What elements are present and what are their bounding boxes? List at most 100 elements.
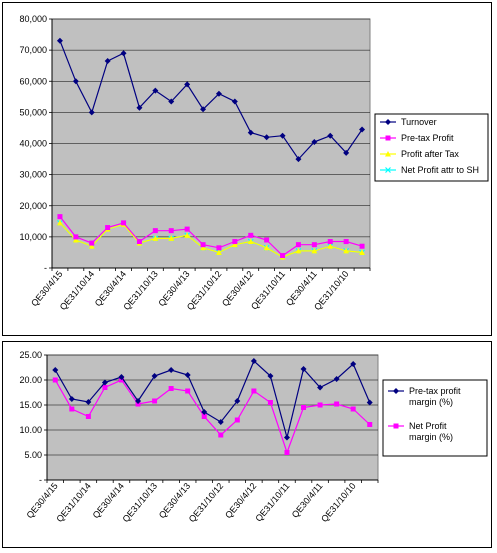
data-point	[168, 235, 175, 241]
data-point	[350, 361, 357, 367]
y-tick-label: 50,000	[19, 107, 47, 117]
data-point	[184, 232, 191, 238]
legend-box	[382, 379, 488, 457]
data-point	[359, 249, 366, 255]
data-point	[263, 244, 270, 251]
data-point	[184, 226, 190, 232]
legend-swatch-marker	[385, 151, 391, 157]
data-point	[301, 405, 307, 410]
turnover-profit-chart: - 10,000 20,000 30,000 40,000 50,000 60,000 70,…	[2, 2, 492, 336]
data-point	[231, 98, 238, 105]
data-point	[102, 385, 108, 390]
data-point	[248, 232, 254, 238]
data-point	[152, 87, 159, 94]
legend-entry: Net Profit attr to SH	[401, 165, 479, 175]
data-point	[264, 237, 270, 243]
y-tick-label: 5.00	[24, 450, 42, 460]
data-point	[72, 236, 79, 243]
data-point	[85, 414, 91, 419]
data-point	[317, 402, 323, 408]
y-tick-label: 30,000	[19, 170, 47, 180]
series-line	[54, 359, 371, 438]
data-point	[201, 414, 207, 419]
y-tick-label: 60,000	[19, 76, 47, 86]
data-point	[267, 373, 274, 379]
data-point	[247, 238, 254, 245]
data-point	[280, 253, 286, 259]
x-tick-label: QE31/10/10	[319, 481, 358, 524]
data-point	[135, 398, 142, 404]
data-point	[295, 242, 301, 248]
y-tick-label: 70,000	[19, 45, 47, 55]
data-point	[217, 419, 224, 425]
data-point	[152, 398, 158, 404]
data-point	[88, 243, 95, 249]
data-point	[343, 149, 350, 156]
data-point	[73, 234, 79, 240]
x-tick-label: QE30/4/14	[91, 481, 126, 520]
data-point	[327, 239, 333, 245]
series-turnover	[56, 37, 366, 163]
data-point	[168, 386, 174, 391]
data-point	[151, 373, 158, 379]
data-point	[311, 242, 317, 248]
turnover-profit-chart-svg: - 10,000 20,000 30,000 40,000 50,000 60,000 70,…	[19, 14, 489, 312]
data-point	[334, 401, 340, 407]
x-tick-label: QE30/4/15	[24, 481, 59, 520]
series-line	[54, 379, 371, 455]
data-point	[263, 134, 270, 141]
legend-swatch-marker	[385, 119, 391, 125]
data-point	[359, 126, 366, 133]
data-point	[105, 225, 111, 231]
data-point	[327, 243, 334, 249]
y-tick-label: 15.00	[19, 400, 42, 410]
data-point	[52, 367, 59, 373]
data-point	[88, 109, 95, 116]
legend-swatch-marker	[385, 167, 391, 173]
x-tick-label: QE31/10/12	[187, 481, 226, 524]
legend: Turnover Pre-tax Profit Profit after Tax Ne…	[374, 113, 489, 182]
data-point	[104, 58, 111, 65]
y-tick-label: 10,000	[19, 232, 47, 242]
x-tick-label: QE31/10/14	[54, 481, 93, 524]
series-pre-tax-profit	[57, 214, 365, 259]
data-point	[317, 384, 324, 391]
x-tick-label: QE30/4/15	[29, 269, 64, 308]
data-point	[168, 228, 174, 234]
data-point	[247, 129, 254, 136]
series-line	[59, 40, 363, 161]
data-point	[232, 239, 238, 245]
x-tick-label: QE30/4/14	[93, 269, 128, 308]
profit-margin-chart-svg: -5.0010.0015.0020.0025.00QE30/4/15QE31/1…	[19, 350, 488, 524]
data-point	[215, 249, 222, 255]
data-point	[231, 241, 238, 248]
y-tick-label: 40,000	[19, 139, 47, 149]
data-point	[234, 417, 240, 423]
data-point	[327, 132, 334, 139]
data-point	[69, 406, 75, 412]
data-point	[52, 377, 58, 383]
data-point	[215, 90, 222, 97]
data-point	[101, 379, 108, 386]
data-point	[136, 104, 143, 111]
data-point	[359, 243, 365, 249]
data-point	[184, 372, 191, 378]
series-line	[59, 222, 363, 258]
data-point	[216, 245, 222, 251]
legend-swatch-marker	[393, 423, 399, 429]
data-point	[56, 37, 63, 44]
data-point	[295, 156, 302, 163]
x-tick-label: QE30/4/13	[157, 481, 192, 520]
data-point	[279, 132, 286, 139]
data-point	[367, 422, 373, 427]
data-point	[152, 235, 159, 241]
data-point	[343, 247, 350, 254]
data-point	[333, 376, 340, 382]
data-point	[168, 98, 175, 105]
y-tick-label: 10.00	[19, 425, 42, 435]
x-tick-label: QE30/4/12	[220, 269, 255, 308]
data-point	[136, 239, 142, 245]
data-point	[168, 367, 175, 373]
data-point	[57, 214, 63, 220]
data-point	[200, 106, 207, 113]
